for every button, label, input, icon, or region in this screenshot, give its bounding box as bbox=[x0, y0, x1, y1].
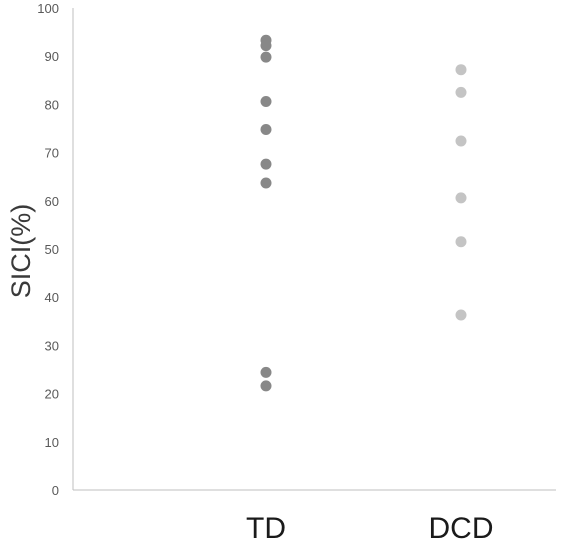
category-label: TD bbox=[246, 512, 286, 542]
y-tick-label: 20 bbox=[45, 387, 59, 402]
y-tick-label: 40 bbox=[45, 290, 59, 305]
data-point-dcd bbox=[455, 192, 467, 204]
y-tick-label: 60 bbox=[45, 194, 59, 209]
y-tick-label: 80 bbox=[45, 97, 59, 112]
data-points bbox=[260, 34, 467, 392]
y-tick-label: 50 bbox=[45, 242, 59, 257]
chart-axes bbox=[72, 8, 556, 491]
data-point-td bbox=[260, 380, 272, 392]
data-point-dcd bbox=[455, 135, 467, 147]
data-point-td bbox=[260, 366, 272, 378]
data-point-dcd bbox=[455, 309, 467, 321]
category-label: DCD bbox=[429, 512, 494, 542]
data-point-dcd bbox=[455, 236, 467, 248]
y-tick-label: 100 bbox=[37, 1, 59, 16]
category-labels: TD DCD bbox=[246, 512, 494, 542]
data-point-td bbox=[260, 158, 272, 170]
data-point-td bbox=[260, 40, 272, 52]
y-tick-label: 70 bbox=[45, 146, 59, 161]
data-point-td bbox=[260, 51, 272, 63]
y-tick-label: 0 bbox=[52, 483, 59, 498]
y-tick-label: 30 bbox=[45, 338, 59, 353]
y-axis-ticks: 0 10 20 30 40 50 60 70 80 90 100 bbox=[37, 1, 59, 498]
y-axis-title: SICI(%) bbox=[6, 204, 36, 299]
data-point-dcd bbox=[455, 86, 467, 98]
y-tick-label: 10 bbox=[45, 435, 59, 450]
y-tick-label: 90 bbox=[45, 49, 59, 64]
data-point-td bbox=[260, 96, 272, 108]
data-point-dcd bbox=[455, 64, 467, 76]
data-point-td bbox=[260, 123, 272, 135]
data-point-td bbox=[260, 177, 272, 189]
